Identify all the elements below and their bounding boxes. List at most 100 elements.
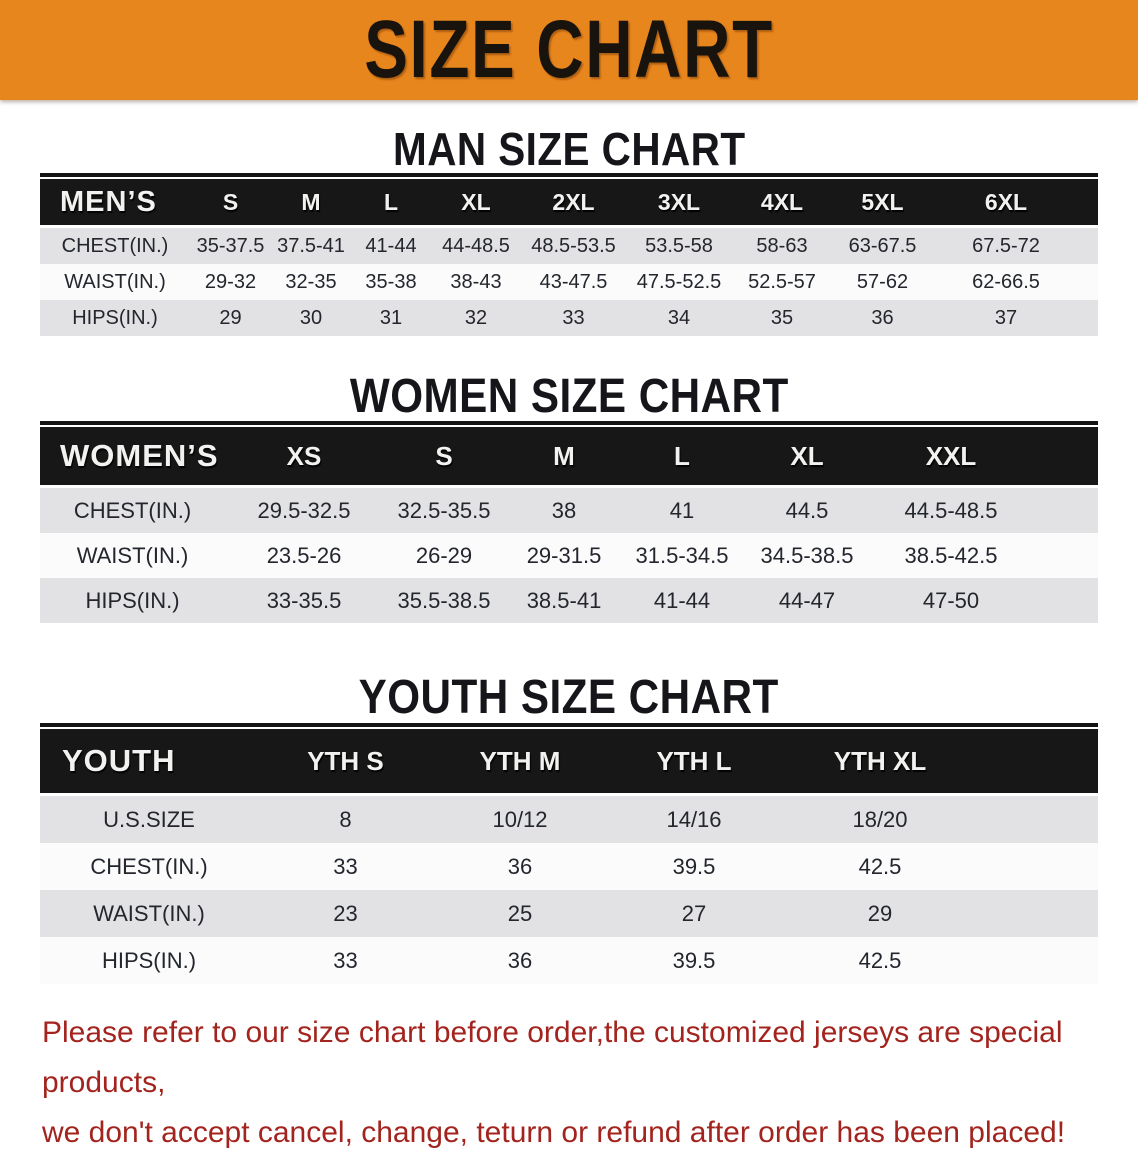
table-cell: 47-50: [873, 578, 1098, 623]
column-header: 5XL: [832, 177, 933, 228]
row-label: WAIST(IN.): [40, 890, 258, 937]
column-header: 3XL: [626, 177, 732, 228]
column-header: XL: [741, 425, 873, 488]
youth-table-header-row: YOUTH YTH S YTH M YTH L YTH XL: [40, 727, 1098, 796]
table-cell: 35-38: [351, 264, 431, 300]
row-label: U.S.SIZE: [40, 796, 258, 843]
table-cell: 62-66.5: [933, 264, 1098, 300]
table-cell: 14/16: [607, 796, 781, 843]
table-row-hips: HIPS(IN.) 33-35.5 35.5-38.5 38.5-41 41-4…: [40, 578, 1098, 623]
table-cell: 33: [521, 300, 626, 336]
table-cell: 29: [781, 890, 1098, 937]
banner: SIZE CHART: [0, 0, 1138, 100]
table-cell: 27: [607, 890, 781, 937]
table-cell: 47.5-52.5: [626, 264, 732, 300]
table-row-chest: CHEST(IN.) 33 36 39.5 42.5: [40, 843, 1098, 890]
table-cell: 36: [433, 937, 607, 984]
page-title: SIZE CHART: [364, 4, 774, 95]
men-section-heading: MAN SIZE CHART: [0, 125, 1138, 173]
table-cell: 37: [933, 300, 1098, 336]
column-header: YTH M: [433, 727, 607, 796]
table-cell: 53.5-58: [626, 228, 732, 264]
youth-size-table: YOUTH YTH S YTH M YTH L YTH XL U.S.SIZE …: [40, 723, 1098, 984]
table-cell: 38: [505, 488, 623, 533]
column-header: YTH XL: [781, 727, 1098, 796]
table-cell: 33-35.5: [225, 578, 383, 623]
table-row-chest: CHEST(IN.) 35-37.5 37.5-41 41-44 44-48.5…: [40, 228, 1098, 264]
table-row-hips: HIPS(IN.) 33 36 39.5 42.5: [40, 937, 1098, 984]
men-section-heading-text: MAN SIZE CHART: [392, 123, 746, 175]
table-cell: 10/12: [433, 796, 607, 843]
column-header: S: [383, 425, 505, 488]
row-label: WAIST(IN.): [40, 264, 190, 300]
disclaimer-note: Please refer to our size chart before or…: [42, 1008, 1102, 1158]
table-cell: 41-44: [623, 578, 741, 623]
row-label: HIPS(IN.): [40, 937, 258, 984]
column-header: XS: [225, 425, 383, 488]
table-row-hips: HIPS(IN.) 29 30 31 32 33 34 35 36 37: [40, 300, 1098, 336]
table-cell: 29: [190, 300, 271, 336]
table-cell: 33: [258, 937, 433, 984]
row-label: CHEST(IN.): [40, 228, 190, 264]
row-label: HIPS(IN.): [40, 578, 225, 623]
table-cell: 38-43: [431, 264, 521, 300]
table-cell: 42.5: [781, 843, 1098, 890]
row-label: CHEST(IN.): [40, 843, 258, 890]
table-cell: 34: [626, 300, 732, 336]
table-cell: 57-62: [832, 264, 933, 300]
table-cell: 25: [433, 890, 607, 937]
women-section-heading-text: WOMEN SIZE CHART: [349, 370, 789, 423]
table-cell: 52.5-57: [732, 264, 832, 300]
column-header: 6XL: [933, 177, 1098, 228]
table-cell: 42.5: [781, 937, 1098, 984]
table-cell: 43-47.5: [521, 264, 626, 300]
table-cell: 8: [258, 796, 433, 843]
table-cell: 35.5-38.5: [383, 578, 505, 623]
table-cell: 38.5-42.5: [873, 533, 1098, 578]
women-section-heading: WOMEN SIZE CHART: [0, 373, 1138, 421]
column-header: M: [505, 425, 623, 488]
table-row-chest: CHEST(IN.) 29.5-32.5 32.5-35.5 38 41 44.…: [40, 488, 1098, 533]
table-cell: 34.5-38.5: [741, 533, 873, 578]
table-cell: 35: [732, 300, 832, 336]
column-header: L: [623, 425, 741, 488]
men-table-corner-label: MEN’S: [40, 177, 190, 228]
men-table-header-row: MEN’S S M L XL 2XL 3XL 4XL 5XL 6XL: [40, 177, 1098, 228]
column-header: XL: [431, 177, 521, 228]
table-cell: 26-29: [383, 533, 505, 578]
men-size-table: MEN’S S M L XL 2XL 3XL 4XL 5XL 6XL CHEST…: [40, 173, 1098, 336]
column-header: S: [190, 177, 271, 228]
table-cell: 39.5: [607, 843, 781, 890]
table-row-waist: WAIST(IN.) 23.5-26 26-29 29-31.5 31.5-34…: [40, 533, 1098, 578]
table-cell: 32: [431, 300, 521, 336]
table-cell: 23.5-26: [225, 533, 383, 578]
table-cell: 41-44: [351, 228, 431, 264]
youth-table-corner-label: YOUTH: [40, 727, 258, 796]
table-cell: 29.5-32.5: [225, 488, 383, 533]
table-cell: 58-63: [732, 228, 832, 264]
women-table-header-row: WOMEN’S XS S M L XL XXL: [40, 425, 1098, 488]
column-header: 4XL: [732, 177, 832, 228]
row-label: HIPS(IN.): [40, 300, 190, 336]
table-cell: 38.5-41: [505, 578, 623, 623]
table-cell: 31.5-34.5: [623, 533, 741, 578]
table-cell: 35-37.5: [190, 228, 271, 264]
table-cell: 44.5: [741, 488, 873, 533]
women-size-table: WOMEN’S XS S M L XL XXL CHEST(IN.) 29.5-…: [40, 421, 1098, 623]
table-cell: 39.5: [607, 937, 781, 984]
column-header: L: [351, 177, 431, 228]
table-cell: 67.5-72: [933, 228, 1098, 264]
column-header: 2XL: [521, 177, 626, 228]
column-header: M: [271, 177, 351, 228]
disclaimer-line-1: Please refer to our size chart before or…: [42, 1016, 1063, 1099]
table-cell: 30: [271, 300, 351, 336]
table-cell: 31: [351, 300, 431, 336]
youth-section-heading: YOUTH SIZE CHART: [0, 673, 1138, 723]
table-cell: 44-47: [741, 578, 873, 623]
table-cell: 29-31.5: [505, 533, 623, 578]
table-cell: 18/20: [781, 796, 1098, 843]
table-row-us-size: U.S.SIZE 8 10/12 14/16 18/20: [40, 796, 1098, 843]
table-cell: 36: [832, 300, 933, 336]
women-table-corner-label: WOMEN’S: [40, 425, 225, 488]
